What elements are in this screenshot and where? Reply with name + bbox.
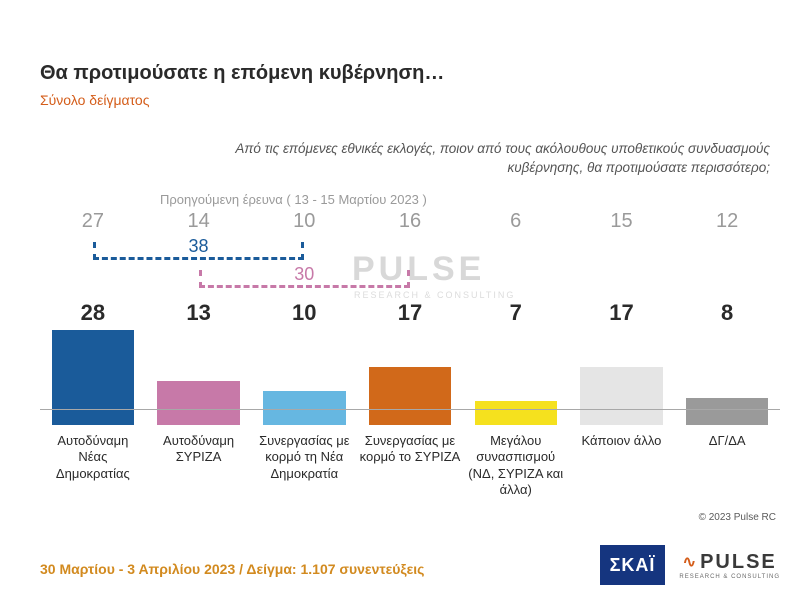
bar	[369, 367, 451, 425]
chart-subtitle: Σύνολο δείγματος	[40, 92, 149, 108]
pulse-logo: ∿ PULSE RESEARCH & CONSULTING	[673, 545, 786, 585]
chart-column: 12 8 ΔΓ/ΔΑ	[674, 210, 780, 500]
pulse-logo-sub: RESEARCH & CONSULTING	[679, 574, 780, 580]
chart-column: 27 28 Αυτοδύναμη Νέας Δημοκρατίας	[40, 210, 146, 500]
footer-sample-info: 30 Μαρτίου - 3 Απριλίου 2023 / Δείγμα: 1…	[40, 561, 424, 577]
survey-question: Από τις επόμενες εθνικές εκλογές, ποιον …	[190, 140, 770, 178]
bar	[475, 401, 557, 425]
pulse-logo-text: PULSE	[700, 551, 777, 574]
bar	[580, 367, 662, 425]
category-label: Συνεργασίας με κορμό το ΣΥΡΙΖΑ	[357, 433, 463, 466]
chart-column: 6 7 Μεγάλου συνασπισμού (ΝΔ, ΣΥΡΙΖΑ και άλ…	[463, 210, 569, 500]
bar-value: 10	[292, 300, 316, 326]
category-label: Συνεργασίας με κορμό τη Νέα Δημοκρατία	[251, 433, 357, 482]
category-label: Αυτοδύναμη Νέας Δημοκρατίας	[40, 433, 146, 482]
footer-logos: ΣΚΑΪ ∿ PULSE RESEARCH & CONSULTING	[600, 545, 786, 585]
bar-value: 17	[398, 300, 422, 326]
skai-logo: ΣΚΑΪ	[600, 545, 666, 585]
bar-value: 13	[186, 300, 210, 326]
bar-value: 17	[609, 300, 633, 326]
x-axis	[40, 409, 780, 410]
previous-survey-label: Προηγούμενη έρευνα ( 13 - 15 Μαρτίου 202…	[160, 192, 427, 207]
chart-title: Θα προτιμούσατε η επόμενη κυβέρνηση…	[40, 62, 444, 85]
category-label: Μεγάλου συνασπισμού (ΝΔ, ΣΥΡΙΖΑ και άλλα…	[463, 433, 569, 498]
chart-column: 14 13 Αυτοδύναμη ΣΥΡΙΖΑ	[146, 210, 252, 500]
chart-column: 15 17 Κάποιον άλλο	[569, 210, 675, 500]
bar-value: 8	[721, 300, 733, 326]
bar	[157, 381, 239, 425]
chart-column: 16 17 Συνεργασίας με κορμό το ΣΥΡΙΖΑ	[357, 210, 463, 500]
previous-value: 27	[82, 210, 104, 238]
previous-value: 15	[610, 210, 632, 238]
copyright-text: © 2023 Pulse RC	[699, 512, 776, 523]
previous-value: 10	[293, 210, 315, 238]
category-label: ΔΓ/ΔΑ	[707, 433, 748, 449]
category-label: Αυτοδύναμη ΣΥΡΙΖΑ	[146, 433, 252, 466]
previous-value: 16	[399, 210, 421, 238]
previous-value: 6	[510, 210, 521, 238]
bar-value: 7	[510, 300, 522, 326]
chart-column: 10 10 Συνεργασίας με κορμό τη Νέα Δημοκρατ…	[251, 210, 357, 500]
pulse-wave-icon: ∿	[683, 552, 698, 572]
bar-chart: 27 28 Αυτοδύναμη Νέας Δημοκρατίας 14 13 Αυτοδ…	[40, 210, 780, 500]
bar-value: 28	[81, 300, 105, 326]
bar	[686, 398, 768, 425]
bar	[52, 330, 134, 425]
category-label: Κάποιον άλλο	[580, 433, 664, 449]
previous-value: 12	[716, 210, 738, 238]
previous-value: 14	[187, 210, 209, 238]
